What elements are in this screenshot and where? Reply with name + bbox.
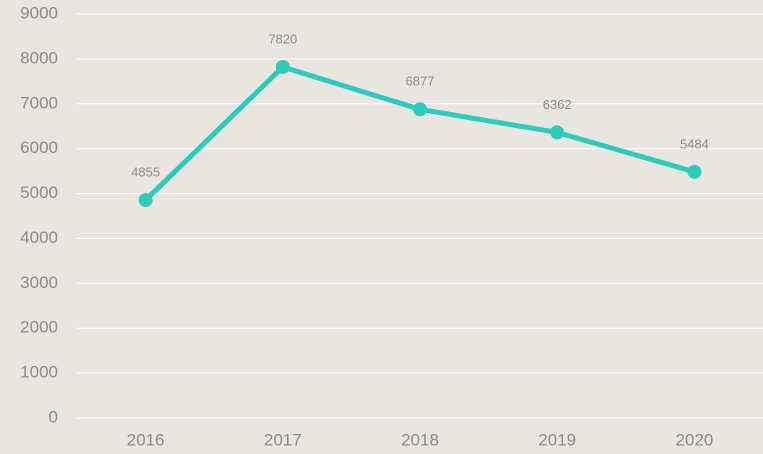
- point: [687, 164, 702, 179]
- y-tick-label: 4000: [20, 228, 58, 247]
- y-tick-label: 5000: [20, 183, 58, 202]
- data-label: 5484: [680, 136, 709, 151]
- x-tick-label: 2019: [538, 430, 576, 449]
- point: [413, 102, 427, 117]
- y-tick-label: 6000: [20, 138, 58, 157]
- x-tick-label: 2016: [127, 430, 165, 449]
- y-tick-label: 8000: [20, 48, 58, 67]
- data-label: 6877: [406, 74, 435, 89]
- data-label: 7820: [268, 31, 297, 46]
- data-label: 4855: [131, 165, 160, 180]
- y-tick-label: 7000: [20, 93, 58, 112]
- x-tick-label: 2017: [264, 430, 302, 449]
- y-tick-label: 9000: [20, 3, 58, 22]
- point: [138, 193, 153, 208]
- y-tick-label: 0: [49, 407, 58, 426]
- x-tick-label: 2018: [401, 430, 439, 449]
- data-label: 6362: [543, 97, 572, 112]
- y-tick-label: 3000: [20, 273, 58, 292]
- point: [550, 125, 565, 140]
- y-tick-label: 2000: [20, 318, 58, 337]
- point: [275, 59, 290, 74]
- y-tick-label: 1000: [20, 363, 58, 382]
- x-tick-label: 2020: [675, 430, 713, 449]
